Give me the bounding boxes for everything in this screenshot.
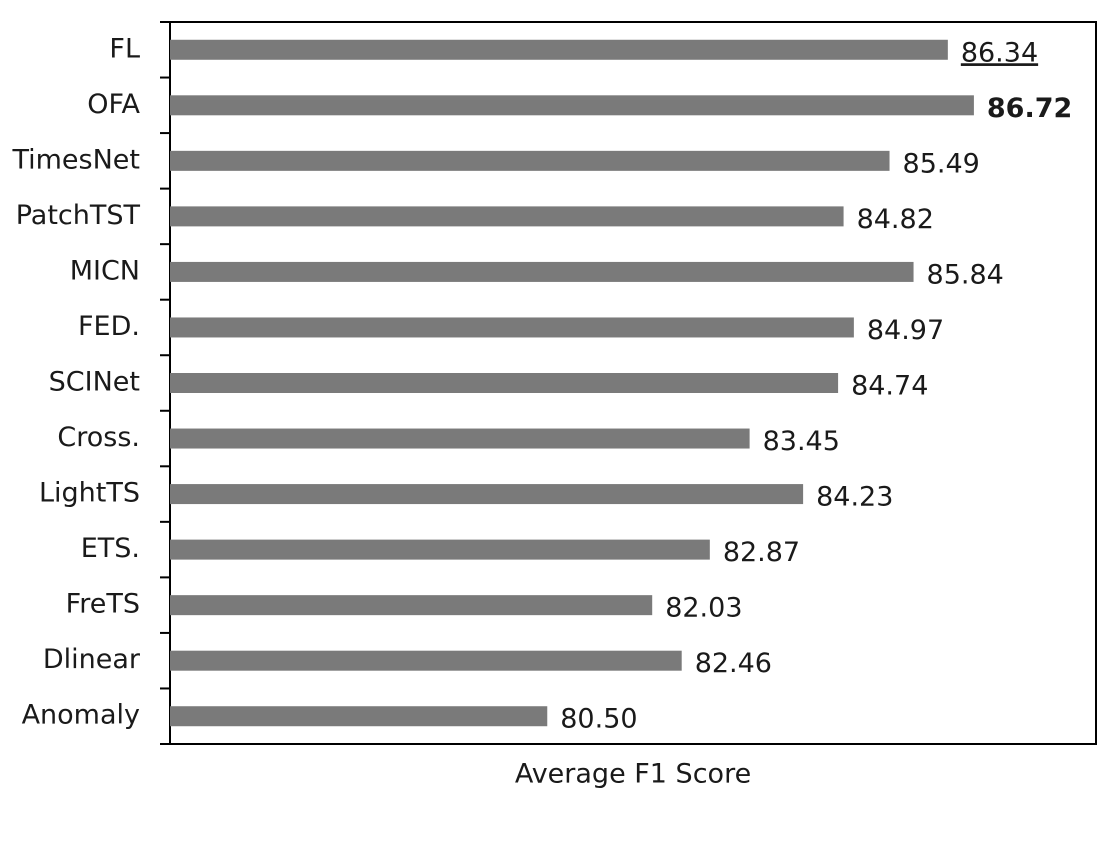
bar bbox=[170, 39, 948, 60]
bar bbox=[170, 95, 974, 116]
value-label: 82.46 bbox=[695, 648, 772, 679]
y-tick-label: ETS. bbox=[81, 533, 140, 564]
value-label: 82.87 bbox=[723, 537, 800, 568]
bar bbox=[170, 650, 682, 671]
value-label: 85.84 bbox=[927, 259, 1004, 290]
value-label: 83.45 bbox=[763, 426, 840, 457]
value-label: 85.49 bbox=[903, 148, 980, 179]
y-tick-label: OFA bbox=[87, 89, 140, 120]
bar bbox=[170, 539, 710, 560]
value-label: 84.82 bbox=[857, 204, 934, 235]
bar bbox=[170, 150, 890, 171]
y-tick-label: LightTS bbox=[39, 478, 140, 509]
value-label: 84.74 bbox=[851, 371, 928, 402]
y-tick-label: FreTS bbox=[66, 589, 140, 620]
value-label: 86.34 bbox=[961, 37, 1038, 68]
y-tick-label: FED. bbox=[78, 311, 140, 342]
value-label: 84.97 bbox=[867, 315, 944, 346]
bar bbox=[170, 206, 844, 227]
y-tick-label: SCINet bbox=[49, 367, 140, 398]
value-label: 84.23 bbox=[816, 482, 893, 513]
bar bbox=[170, 484, 804, 505]
value-label: 86.72 bbox=[987, 93, 1072, 124]
y-tick-label: PatchTST bbox=[16, 200, 141, 231]
y-tick-label: Dlinear bbox=[43, 644, 141, 675]
bar bbox=[170, 373, 839, 393]
value-label: 82.03 bbox=[665, 593, 742, 624]
bar bbox=[170, 428, 750, 449]
bar bbox=[170, 706, 548, 727]
y-tick-label: Anomaly bbox=[22, 700, 140, 731]
y-tick-label: Cross. bbox=[57, 422, 140, 453]
bar bbox=[170, 595, 653, 616]
value-label: 80.50 bbox=[560, 704, 637, 735]
bar bbox=[170, 317, 854, 338]
bar bbox=[170, 261, 914, 282]
y-tick-label: TimesNet bbox=[11, 144, 140, 175]
x-axis-label: Average F1 Score bbox=[515, 759, 751, 790]
y-tick-label: FL bbox=[109, 33, 140, 64]
y-tick-label: MICN bbox=[70, 255, 140, 286]
